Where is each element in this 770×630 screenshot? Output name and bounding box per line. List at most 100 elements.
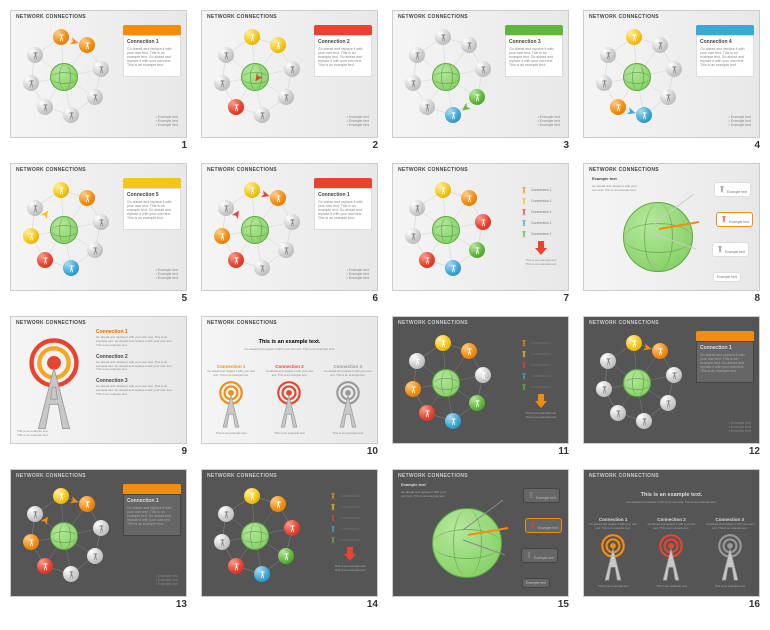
connection-desc: Go ahead and replace it with your own te… (96, 336, 178, 348)
slide-header: NETWORK CONNECTIONS (584, 317, 759, 329)
slide-number: 5 (10, 293, 187, 304)
slide-thumbnail[interactable]: NETWORK CONNECTIONS (392, 163, 569, 291)
slide-thumbnail[interactable]: NETWORK CONNECTIONS (201, 10, 378, 138)
callout-highlight: Example text (525, 518, 562, 533)
panel-header (123, 484, 181, 494)
network-node (214, 228, 230, 244)
tower-icon (520, 339, 528, 347)
network-node (87, 89, 103, 105)
slide-thumbnail[interactable]: NETWORK CONNECTIONS (201, 163, 378, 291)
panel-desc: Go ahead and replace it with your own te… (318, 47, 368, 67)
network-node (445, 107, 461, 123)
network-node (53, 29, 69, 45)
slide-thumbnail[interactable]: NETWORK CONNECTIONSThis is an example te… (201, 316, 378, 444)
callout: Example text (714, 182, 751, 197)
network-node (660, 89, 676, 105)
tower-icon (258, 570, 267, 579)
slide-number: 8 (583, 293, 760, 304)
legend-label: Connection 1 (531, 385, 552, 389)
legend: Connection 1 Connection 1 Connection 1 C… (520, 339, 562, 419)
network-node (469, 395, 485, 411)
bullet-list: Example textExample textExample text (538, 115, 560, 127)
panel-title: Connection 2 (318, 39, 368, 45)
network-node (79, 496, 95, 512)
network-node (37, 558, 53, 574)
tower-icon (716, 245, 724, 253)
tower-icon (656, 347, 665, 356)
column-caption: This is an example text (656, 584, 687, 588)
legend-label: Connection 1 (531, 374, 552, 378)
slide-number: 3 (392, 140, 569, 151)
info-panel: Connection 1 Go ahead and replace it wit… (123, 484, 181, 536)
tower-icon (465, 41, 474, 50)
slide-number: 13 (10, 599, 187, 610)
legend-note: This is an example textThis is an exampl… (520, 411, 562, 419)
slide-thumbnail[interactable]: NETWORK CONNECTIONS (10, 469, 187, 597)
slide-thumbnail-wrap: NETWORK CONNECTIONSThis is an example te… (201, 316, 378, 457)
slide-thumbnail[interactable]: NETWORK CONNECTIONS (10, 10, 187, 138)
globe-icon (432, 216, 460, 244)
slide-thumbnail[interactable]: NETWORK CONNECTIONS (583, 10, 760, 138)
slide-thumbnail[interactable]: NETWORK CONNECTIONS Example text Go ahea… (392, 469, 569, 597)
slide-number: 2 (201, 140, 378, 151)
slide-thumbnail[interactable]: NETWORK CONNECTIONS Example text Go ahea… (583, 163, 760, 291)
legend-item: Connection 1 (520, 339, 562, 347)
legend-label: Connection 1 (340, 527, 361, 531)
tower-icon (41, 103, 50, 112)
tower-icon (630, 33, 639, 42)
slide-thumbnail[interactable]: NETWORK CONNECTIONS (10, 163, 187, 291)
tower-icon (329, 492, 337, 500)
tower-icon (409, 385, 418, 394)
network-node (409, 353, 425, 369)
tower-icon (664, 93, 673, 102)
connection-desc: Go ahead and replace it with your own te… (96, 385, 178, 397)
legend-label: Connection 1 (340, 516, 361, 520)
network-node (244, 488, 260, 504)
tower-icon (656, 41, 665, 50)
network-node (93, 61, 109, 77)
network-node (79, 37, 95, 53)
legend-label: Connection 1 (531, 221, 552, 225)
tower-icon (258, 264, 267, 273)
tower-icon (473, 246, 482, 255)
slide-thumbnail[interactable]: NETWORK CONNECTIONS (201, 469, 378, 597)
network-node (636, 413, 652, 429)
network-node (475, 367, 491, 383)
tower-icon (248, 33, 257, 42)
column-caption: This is an example text (714, 584, 745, 588)
slide-thumbnail[interactable]: NETWORK CONNECTIONS (392, 316, 569, 444)
tower-icon (57, 492, 66, 501)
legend-item: Connection 1 (520, 361, 562, 369)
tower-icon (222, 510, 231, 519)
panel-desc: Go ahead and replace it with your own te… (509, 47, 559, 67)
legend-label: Connection 1 (531, 210, 552, 214)
panel-desc: Go ahead and replace it with your own te… (700, 353, 750, 373)
network-node (284, 520, 300, 536)
slide-thumbnail[interactable]: NETWORK CONNECTIONS (392, 10, 569, 138)
bullet-item: Example text (729, 123, 751, 127)
tower-icon (57, 186, 66, 195)
network-node (409, 200, 425, 216)
network-node (79, 190, 95, 206)
tower-icon (282, 93, 291, 102)
slide-thumbnail[interactable]: NETWORK CONNECTIONS This is an example t… (10, 316, 187, 444)
tower-icon (232, 562, 241, 571)
slide-thumbnail-wrap: NETWORK CONNECTIONS (10, 163, 187, 304)
network-node (270, 37, 286, 53)
legend-label: Connection 1 (531, 341, 552, 345)
tower-columns: Connection 1 Go ahead and replace it wit… (202, 364, 377, 435)
slide-thumbnail[interactable]: NETWORK CONNECTIONSThis is an example te… (583, 469, 760, 597)
big-tower-icon (19, 337, 89, 432)
tower-icon (595, 533, 631, 583)
tower-icon (218, 538, 227, 547)
bullet-item: Example text (156, 123, 178, 127)
tower-icon (525, 551, 533, 559)
slide-thumbnail-wrap: NETWORK CONNECTIONSThis is an example te… (583, 469, 760, 610)
tower-icon (271, 380, 307, 430)
tower-icon (218, 79, 227, 88)
slide-thumbnail[interactable]: NETWORK CONNECTIONS (583, 316, 760, 444)
network-node (405, 75, 421, 91)
bullet-item: Example text (347, 123, 369, 127)
slide-header: NETWORK CONNECTIONS (202, 11, 377, 23)
tower-icon (520, 383, 528, 391)
